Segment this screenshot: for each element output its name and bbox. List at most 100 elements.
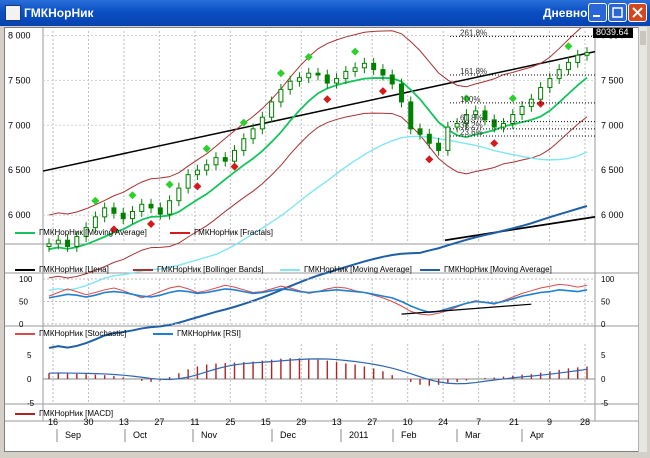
fractal-up-marker	[202, 144, 211, 153]
time-axis-day: 9	[547, 417, 552, 427]
candle	[408, 101, 414, 130]
fractal-up-marker	[462, 94, 471, 103]
time-axis-day: 29	[296, 417, 306, 427]
legend-macd: ГМКНорНик [MACD]	[15, 409, 113, 418]
legend-label: ГМКНорНик [Fractals]	[194, 228, 274, 237]
maximize-icon	[612, 7, 623, 18]
candle	[65, 239, 71, 247]
time-axis-day: 11	[190, 417, 199, 427]
legend-swatch	[420, 268, 440, 271]
fractal-down-marker	[378, 87, 387, 96]
time-axis-day: 7	[476, 417, 481, 427]
candle	[55, 239, 61, 245]
price-tick-right: 7 000	[601, 120, 624, 130]
candle	[463, 114, 469, 124]
candle	[538, 87, 544, 100]
candle	[241, 138, 247, 151]
chart-background	[5, 28, 639, 451]
rsi-line	[48, 288, 588, 314]
minimize-icon	[593, 15, 600, 17]
candle	[92, 216, 98, 229]
moving-average-mid-line	[48, 135, 588, 292]
candle	[473, 110, 479, 116]
candle	[306, 72, 312, 79]
candle	[222, 157, 228, 162]
fractal-down-marker	[147, 220, 156, 229]
fractal-up-marker	[91, 196, 100, 205]
candle	[269, 101, 275, 118]
fib-level-label: 61.8%	[460, 114, 483, 123]
osc-tick-left: 50	[19, 298, 28, 307]
close-button[interactable]	[628, 3, 647, 22]
window-title: ГМКНорНик	[24, 6, 94, 20]
fib-level-label: 23.6%	[460, 128, 483, 137]
time-axis-day: 13	[332, 417, 342, 427]
candle	[454, 122, 460, 128]
fractal-down-marker	[536, 99, 545, 108]
candle	[176, 187, 182, 202]
time-axis-day: 10	[403, 417, 413, 427]
legend-label: ГМКНорНик [MACD]	[39, 409, 114, 418]
time-axis-month: Sep	[65, 430, 81, 440]
fractal-up-marker	[304, 53, 313, 62]
candle	[278, 88, 284, 103]
legend-swatch	[133, 268, 153, 271]
time-axis-month: Dec	[280, 430, 297, 440]
candle	[250, 128, 256, 140]
candle	[232, 149, 238, 162]
time-axis-month: Apr	[530, 430, 544, 440]
fractal-up-marker	[128, 191, 137, 200]
time-axis-day: 24	[438, 417, 448, 427]
legend-label: ГМКНорНик [Bollinger Bands]	[157, 265, 264, 274]
time-axis-month: Oct	[133, 430, 148, 440]
timeframe-label: Дневной	[543, 6, 595, 20]
legend-label: ГМКНорНик [Moving Average]	[444, 265, 552, 274]
time-axis-day: 21	[509, 417, 519, 427]
fractal-down-marker	[323, 95, 332, 104]
price-tick-left: 6 000	[8, 210, 31, 220]
legend-ma-long: ГМКНорНик [Moving Average]	[420, 265, 552, 274]
legend-price: ГМКНорНик [Цена]	[15, 265, 109, 274]
legend-swatch	[153, 332, 173, 335]
time-axis-day: 27	[367, 417, 377, 427]
scrollbar-thumb[interactable]	[640, 31, 646, 45]
macd-signal-line	[48, 358, 588, 385]
time-axis-month: 2011	[349, 430, 368, 440]
price-tick-left: 8 000	[8, 30, 31, 40]
osc-tick-right: 0	[601, 320, 606, 329]
fib-level-label: 100%	[460, 95, 480, 104]
legend-ma-short: ГМКНорНик [Moving Average]	[15, 228, 147, 237]
macd-tick-left: 0	[27, 375, 32, 384]
candle	[398, 83, 404, 103]
legend-label: ГМКНорНик [Цена]	[39, 265, 109, 274]
legend-swatch	[15, 332, 35, 335]
price-tick-left: 7 000	[8, 120, 31, 130]
price-tick-right: 6 500	[601, 165, 624, 175]
title-bar[interactable]: ГМКНорНик Дневной	[0, 0, 650, 26]
fractal-up-marker	[239, 118, 248, 127]
fractal-down-marker	[109, 225, 118, 234]
candle	[46, 243, 52, 247]
candle	[445, 126, 451, 151]
moving-average-long-line	[48, 205, 588, 349]
vertical-scrollbar[interactable]	[638, 27, 647, 452]
fractal-up-marker	[351, 47, 360, 56]
fractal-down-marker	[193, 182, 202, 191]
legend-swatch	[15, 231, 35, 234]
bollinger-upper	[48, 28, 582, 216]
candle	[380, 69, 386, 76]
chart-app-icon	[5, 5, 21, 21]
macd-tick-right: 0	[601, 375, 606, 384]
candle	[501, 122, 507, 128]
candle	[139, 203, 145, 212]
osc-tick-left: 100	[19, 275, 33, 284]
price-tick-right: 6 000	[601, 210, 624, 220]
candle	[565, 61, 571, 71]
candle	[194, 169, 200, 176]
fib-level-label: 38.2%	[460, 121, 483, 130]
osc-tick-right: 50	[601, 298, 610, 307]
maximize-button[interactable]	[608, 3, 627, 22]
minimize-button[interactable]	[588, 3, 607, 22]
